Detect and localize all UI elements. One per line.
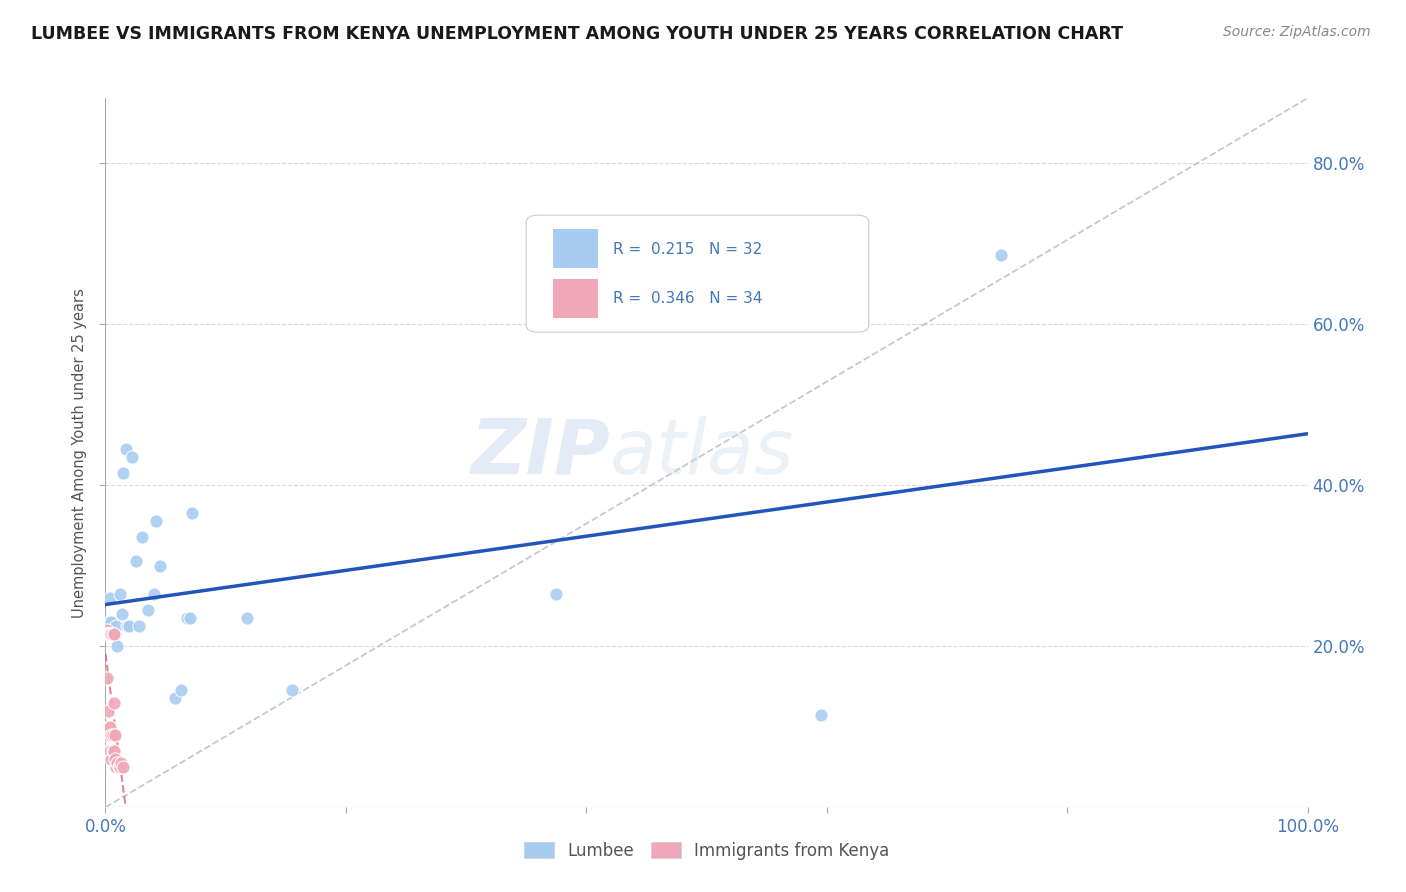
Point (96, 623, 118, 637)
Point (98, 720, 121, 734)
Point (131, 530, 153, 544)
Bar (553, 229, 599, 268)
Point (96, 728, 118, 742)
Point (97, 744, 120, 758)
Point (104, 752, 127, 766)
FancyBboxPatch shape (526, 215, 869, 332)
Point (176, 611, 198, 625)
Point (136, 603, 159, 617)
Point (103, 627, 125, 641)
Point (145, 514, 167, 528)
Point (97, 704, 120, 718)
Point (103, 627, 125, 641)
Point (101, 744, 124, 758)
Point (97, 627, 120, 641)
Point (107, 760, 129, 774)
Point (112, 760, 135, 774)
Point (281, 683, 304, 698)
Point (100, 752, 122, 766)
Point (121, 450, 143, 464)
Text: R =  0.215   N = 32: R = 0.215 N = 32 (613, 242, 762, 257)
Text: LUMBEE VS IMMIGRANTS FROM KENYA UNEMPLOYMENT AMONG YOUTH UNDER 25 YEARS CORRELAT: LUMBEE VS IMMIGRANTS FROM KENYA UNEMPLOY… (31, 25, 1123, 43)
Point (107, 639, 129, 653)
Point (124, 554, 146, 568)
Point (546, 587, 568, 601)
Point (118, 619, 141, 633)
Point (990, 248, 1012, 262)
Point (105, 760, 128, 774)
Point (98, 627, 121, 641)
Point (100, 627, 122, 641)
Point (97, 627, 120, 641)
Point (98, 627, 121, 641)
Text: Source: ZipAtlas.com: Source: ZipAtlas.com (1223, 25, 1371, 39)
Bar (553, 279, 599, 318)
Point (101, 728, 124, 742)
Point (108, 587, 131, 601)
Point (103, 696, 125, 710)
Point (98, 720, 121, 734)
Point (111, 607, 134, 621)
Point (142, 587, 165, 601)
Point (98, 744, 121, 758)
Point (104, 627, 127, 641)
Point (115, 619, 138, 633)
Point (103, 744, 125, 758)
Point (96, 671, 118, 685)
Text: R =  0.346   N = 34: R = 0.346 N = 34 (613, 292, 762, 306)
Point (128, 619, 150, 633)
Legend: Lumbee, Immigrants from Kenya: Lumbee, Immigrants from Kenya (517, 835, 896, 866)
Point (810, 707, 832, 722)
Point (179, 611, 201, 625)
Point (108, 760, 131, 774)
Point (105, 619, 128, 633)
Point (165, 691, 187, 706)
Point (104, 728, 127, 742)
Point (100, 627, 122, 641)
Point (115, 442, 138, 456)
Point (100, 728, 122, 742)
Point (105, 760, 128, 774)
Text: atlas: atlas (610, 416, 794, 490)
Point (112, 466, 135, 480)
Point (98, 627, 121, 641)
Point (236, 611, 259, 625)
Point (170, 683, 193, 698)
Point (101, 627, 124, 641)
Y-axis label: Unemployment Among Youth under 25 years: Unemployment Among Youth under 25 years (72, 288, 87, 617)
Point (101, 627, 124, 641)
Point (98, 591, 121, 605)
Point (148, 558, 170, 573)
Point (98, 627, 121, 641)
Point (98, 615, 121, 629)
Point (96, 627, 118, 641)
Point (181, 506, 204, 520)
Point (110, 756, 132, 770)
Point (107, 756, 129, 770)
Text: ZIP: ZIP (471, 416, 610, 490)
Point (100, 615, 122, 629)
